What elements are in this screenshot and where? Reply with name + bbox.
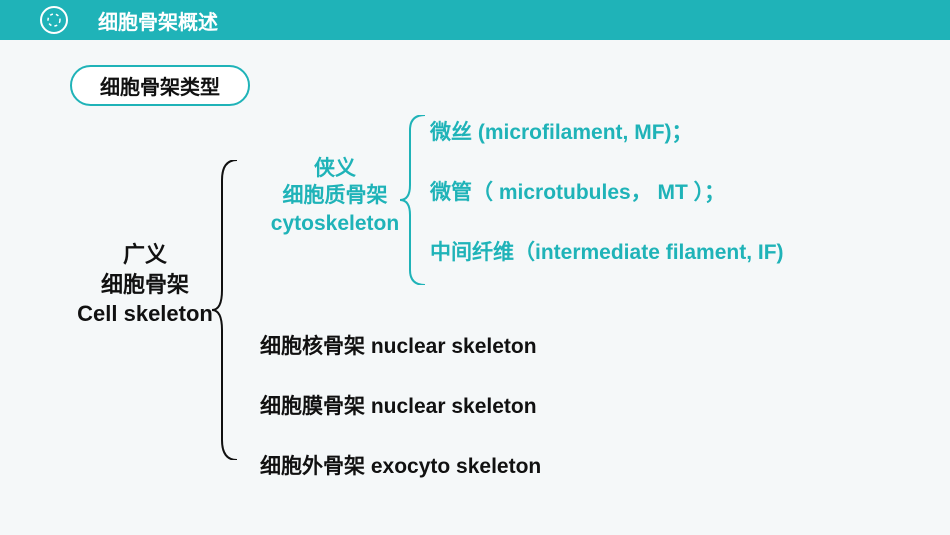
brace-icon xyxy=(400,115,430,285)
header-bar: 细胞骨架概述 xyxy=(0,0,950,40)
cyto-item-mf: 微丝 (microfilament, MF)； xyxy=(430,120,693,146)
root-label: 广义 细胞骨架 Cell skeleton xyxy=(70,240,220,329)
cyto-item-if: 中间纤维（intermediate filament, IF) xyxy=(430,240,784,266)
header-title: 细胞骨架概述 xyxy=(98,6,218,35)
cyto-line1: 侠义 xyxy=(260,155,410,182)
other-item-membrane: 细胞膜骨架 nuclear skeleton xyxy=(260,390,537,420)
section-pill: 细胞骨架类型 xyxy=(70,65,250,106)
root-line2: 细胞骨架 xyxy=(70,270,220,300)
cyto-item-mt: 微管（ microtubules， MT ）； xyxy=(430,180,725,206)
cyto-line2: 细胞质骨架 xyxy=(260,182,410,209)
other-item-exo: 细胞外骨架 exocyto skeleton xyxy=(260,450,541,480)
other-item-nuclear: 细胞核骨架 nuclear skeleton xyxy=(260,330,537,360)
logo-icon xyxy=(40,6,68,34)
brace-icon xyxy=(212,160,242,460)
root-line1: 广义 xyxy=(70,240,220,270)
cyto-line3: cytoskeleton xyxy=(260,210,410,237)
cyto-label: 侠义 细胞质骨架 cytoskeleton xyxy=(260,155,410,237)
root-line3: Cell skeleton xyxy=(70,299,220,329)
